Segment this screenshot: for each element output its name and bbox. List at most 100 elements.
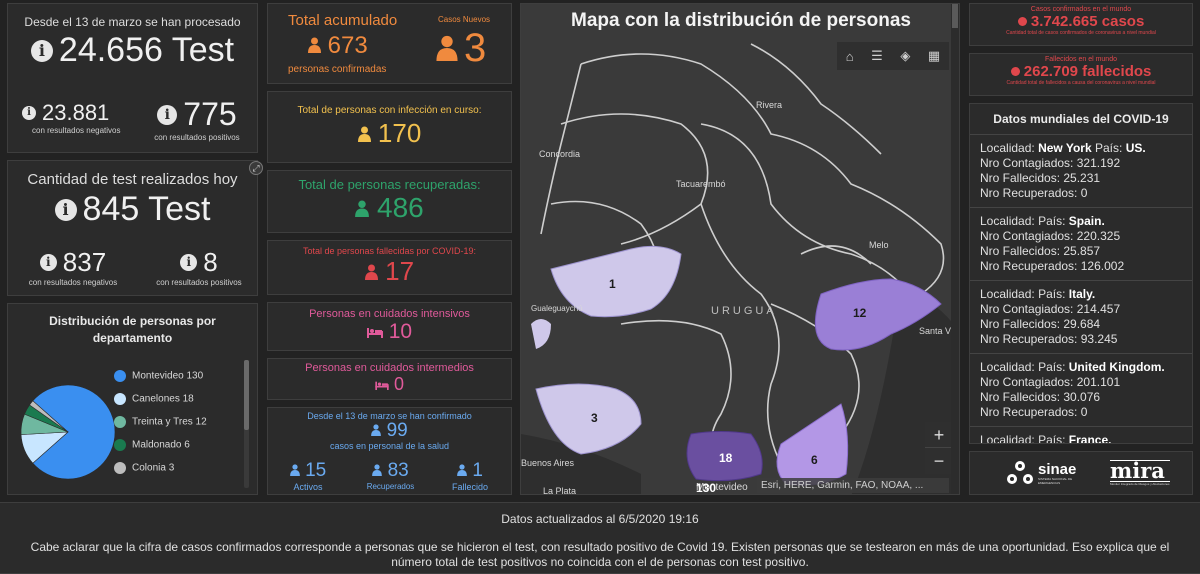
world-country-field: 201.101 [1076, 375, 1121, 389]
world-country-field: 29.684 [1063, 317, 1101, 331]
world-deaths-caption: Fallecidos en el mundo [1045, 56, 1117, 63]
legend-label: Canelones [132, 393, 180, 405]
legend-label: Maldonado [132, 439, 182, 451]
pie-slice[interactable] [32, 384, 116, 480]
world-country-field: Localidad: [980, 141, 1035, 155]
cases-total-caption: personas confirmadas [288, 64, 387, 75]
legend-label: Treinta y Tres [132, 416, 193, 428]
world-country-item[interactable]: Localidad: País: Italy. Nro Contagiados: … [970, 281, 1192, 354]
map-region-count[interactable]: 6 [811, 453, 818, 467]
person-icon [355, 192, 370, 224]
map-place-label: Concordia [539, 149, 580, 159]
layers-icon[interactable]: ◈ [900, 48, 911, 63]
health-staff-value: 99 [386, 420, 408, 441]
world-country-field: Nro Contagiados: [980, 375, 1074, 389]
world-country-field: Nro Fallecidos: [980, 390, 1061, 404]
tests-today-caption: Cantidad de test realizados hoy [27, 171, 238, 188]
list-icon[interactable]: ☰ [871, 48, 883, 63]
world-country-field: Italy. [1068, 287, 1096, 301]
tests-today-pos: i 8 con resultados positivos [144, 247, 254, 287]
intermediate-label: Personas en cuidados intermedios [305, 362, 474, 374]
person-icon [289, 460, 300, 481]
health-staff-panel: Desde el 13 de marzo se han confirmado 9… [267, 407, 512, 495]
world-country-item[interactable]: Localidad: New York País: US. Nro Contagi… [970, 135, 1192, 208]
legend-item[interactable]: Treinta y Tres 12 [114, 416, 207, 428]
map-place-label: URUGUA [711, 305, 777, 317]
info-icon: i [180, 254, 198, 271]
map-panel[interactable]: Rivera Concordia Tacuarembó Melo URUGUA Santa… [520, 3, 960, 495]
map-place-label: Gualeguaychú [531, 304, 583, 313]
map-canvas[interactable]: Rivera Concordia Tacuarembó Melo URUGUA Santa… [521, 4, 960, 495]
map-region-count[interactable]: 12 [853, 306, 867, 320]
world-country-item[interactable]: Localidad: País: Spain. Nro Contagiados: … [970, 208, 1192, 281]
sinae-subtext: SISTEMA NACIONAL DE EMERGENCIAS [1038, 476, 1073, 485]
zoom-in-button[interactable]: + [925, 422, 953, 448]
world-country-field: Nro Recuperados: [980, 332, 1078, 346]
legend-value: 12 [195, 416, 207, 428]
active-panel: Total de personas con infección en curso… [267, 91, 512, 163]
legend-swatch [114, 439, 126, 451]
map-region-count[interactable]: 1 [609, 277, 616, 291]
deaths-value: 17 [385, 256, 415, 286]
world-country-field: 25.857 [1063, 244, 1101, 258]
recovered-panel: Total de personas recuperadas: 486 [267, 170, 512, 233]
home-icon[interactable]: ⌂ [845, 48, 854, 64]
world-country-field: 0 [1080, 405, 1088, 419]
tests-total-neg-caption: con resultados negativos [32, 126, 121, 135]
info-icon: i [54, 198, 77, 221]
world-data-panel[interactable]: Datos mundiales del COVID-19 Localidad: … [969, 103, 1193, 444]
cases-new-label: Casos Nuevos [438, 15, 491, 24]
expand-handle-icon[interactable]: ⤢ [249, 161, 263, 175]
world-country-item[interactable]: Localidad: País: United Kingdom. Nro Cont… [970, 354, 1192, 427]
world-country-item[interactable]: Localidad: País: France.Nro Contagiados:… [970, 427, 1192, 443]
tests-today-value: 845 Test [82, 190, 211, 228]
mira-subtext: Monitor Integrado de Riesgos y Afectacio… [1110, 482, 1170, 486]
map-attribution[interactable]: Esri, HERE, Garmin, FAO, NOAA, ... [757, 478, 949, 493]
legend-value: 6 [184, 439, 190, 451]
legend-item[interactable]: Montevideo 130 [114, 370, 207, 382]
map-region-count[interactable]: 3 [591, 411, 598, 425]
deaths-label: Total de personas fallecidas por COVID-1… [302, 246, 477, 256]
cases-total-value: 673 [327, 32, 368, 59]
mira-logo[interactable]: mira Monitor Integrado de Riesgos y Afec… [1110, 460, 1170, 486]
world-country-field: Localidad: [980, 360, 1035, 374]
person-icon [457, 460, 467, 481]
bed-icon [375, 374, 394, 394]
recovered-label: Total de personas recuperadas: [298, 177, 481, 192]
legend-item[interactable]: Maldonado 6 [114, 439, 207, 451]
health-staff-recovered-label: Recuperados [366, 482, 415, 491]
map-scrollbar[interactable] [951, 4, 959, 494]
legend-item[interactable]: Colonia 3 [114, 462, 207, 474]
sinae-logo[interactable]: sinae SISTEMA NACIONAL DE EMERGENCIAS [1006, 460, 1084, 486]
legend-value: 3 [168, 462, 175, 474]
map-region-count[interactable]: 130 [696, 481, 716, 495]
world-country-field: 214.457 [1076, 302, 1121, 316]
world-country-field: País: [1038, 287, 1066, 301]
tests-total-neg-value: 23.881 [42, 100, 110, 125]
world-cases-caption: Casos confirmados en el mundo [1030, 6, 1132, 13]
basemap-gallery-icon[interactable]: ▦ [927, 48, 941, 63]
mira-text: mira [1110, 460, 1170, 482]
legend-item[interactable]: Canelones 18 [114, 393, 207, 405]
legend-label: Colonia [132, 462, 166, 474]
health-staff-active-value: 15 [305, 460, 327, 481]
info-icon: i [39, 254, 57, 271]
person-icon [364, 256, 378, 287]
legend-swatch [114, 370, 126, 382]
map-place-label: Rivera [756, 100, 782, 110]
cases-new-value: 3 [464, 26, 487, 70]
world-country-field: Nro Contagiados: [980, 302, 1074, 316]
pie-slice[interactable] [29, 400, 69, 433]
region-12 [814, 278, 942, 351]
world-country-field: US. [1125, 141, 1146, 155]
map-region-count[interactable]: 18 [719, 451, 733, 465]
zoom-out-button[interactable]: − [933, 451, 945, 471]
tests-total-neg: i 23.881 con resultados negativos [22, 100, 122, 135]
map-widget-toolbar: ⌂ ☰ ◈ ▦ [837, 42, 949, 70]
world-country-field: 25.231 [1063, 171, 1101, 185]
tests-total-pos-value: 775 [183, 96, 237, 132]
region-18 [686, 431, 763, 482]
legend-scrollbar[interactable] [244, 360, 249, 488]
world-country-field: New York [1038, 141, 1092, 155]
tests-today-pos-value: 8 [203, 247, 218, 277]
